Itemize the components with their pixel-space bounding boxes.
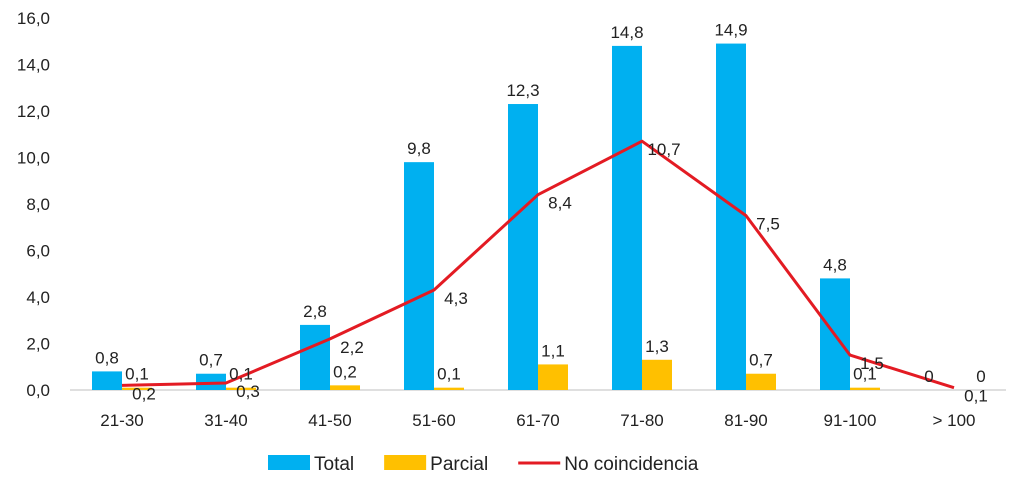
y-tick-label: 2,0 (26, 335, 50, 354)
bar-total (612, 45, 642, 391)
data-label-parcial: 1,3 (645, 337, 669, 356)
data-label-no-coincidencia: 0,3 (236, 382, 260, 401)
data-label-no-coincidencia: 0,1 (964, 387, 988, 406)
x-tick-label: 61-70 (516, 411, 559, 430)
bar-total (300, 324, 330, 390)
data-label-parcial: 0,1 (437, 365, 461, 384)
data-label-parcial: 0,1 (125, 365, 149, 384)
bar-parcial (330, 385, 360, 390)
data-label-no-coincidencia: 0,2 (132, 384, 156, 403)
y-tick-label: 0,0 (26, 381, 50, 400)
bar-total (92, 371, 122, 390)
bar-parcial (538, 364, 568, 390)
bars-layer (92, 43, 880, 391)
y-tick-label: 14,0 (17, 56, 50, 75)
y-tick-label: 16,0 (17, 9, 50, 28)
bar-total (508, 104, 538, 391)
bar-parcial (850, 387, 880, 390)
data-label-total: 4,8 (823, 255, 847, 274)
x-tick-label: 71-80 (620, 411, 663, 430)
data-label-parcial: 1,1 (541, 341, 565, 360)
data-label-total: 12,3 (506, 81, 539, 100)
data-label-total: 14,8 (610, 23, 643, 42)
bar-parcial (434, 387, 464, 390)
legend: Total Parcial No coincidencia (268, 454, 699, 475)
y-tick-label: 8,0 (26, 195, 50, 214)
bar-parcial (746, 373, 776, 390)
x-tick-label: 91-100 (824, 411, 877, 430)
x-tick-label: 41-50 (308, 411, 351, 430)
data-label-total: 0 (924, 367, 933, 386)
data-label-no-coincidencia: 7,5 (756, 215, 780, 234)
data-label-parcial: 0,1 (853, 365, 877, 384)
data-label-parcial: 0,2 (333, 362, 357, 381)
y-tick-label: 4,0 (26, 288, 50, 307)
data-label-parcial: 0,1 (229, 365, 253, 384)
data-label-total: 2,8 (303, 302, 327, 321)
data-labels-layer: 0,80,10,20,70,10,32,80,22,29,80,14,312,3… (95, 21, 988, 406)
axis-layer: 0,0 2,0 4,0 6,0 8,0 10,0 12,0 14,0 16,0 21-30 31-4… (17, 9, 1006, 430)
x-tick-label: > 100 (932, 411, 975, 430)
data-label-parcial: 0,7 (749, 351, 773, 370)
legend-swatch-total (268, 455, 310, 470)
bar-parcial (122, 387, 152, 390)
data-label-no-coincidencia: 8,4 (548, 194, 572, 213)
bar-total (404, 162, 434, 390)
y-tick-label: 10,0 (17, 149, 50, 168)
legend-label: Parcial (430, 454, 488, 475)
data-label-no-coincidencia: 4,3 (444, 289, 468, 308)
x-tick-label: 51-60 (412, 411, 455, 430)
line-layer (121, 139, 955, 390)
data-label-total: 0,8 (95, 348, 119, 367)
data-label-total: 14,9 (714, 21, 747, 40)
data-label-no-coincidencia: 10,7 (647, 140, 680, 159)
data-label-total: 0,7 (199, 351, 223, 370)
x-tick-label: 81-90 (724, 411, 767, 430)
y-tick-label: 6,0 (26, 242, 50, 261)
bar-parcial (226, 387, 256, 390)
x-tick-label: 31-40 (204, 411, 247, 430)
bar-total (716, 43, 746, 390)
legend-label: Total (314, 454, 354, 475)
legend-label: No coincidencia (564, 454, 699, 475)
data-label-total: 9,8 (407, 139, 431, 158)
bar-parcial (642, 359, 672, 390)
y-tick-label: 12,0 (17, 102, 50, 121)
x-tick-label: 21-30 (100, 411, 143, 430)
data-label-no-coincidencia: 2,2 (340, 338, 364, 357)
data-label-no-coincidencia: 1,5 (860, 354, 884, 373)
data-label-parcial: 0 (976, 367, 985, 386)
legend-swatch-parcial (384, 455, 427, 470)
line-no-coincidencia (121, 139, 955, 390)
